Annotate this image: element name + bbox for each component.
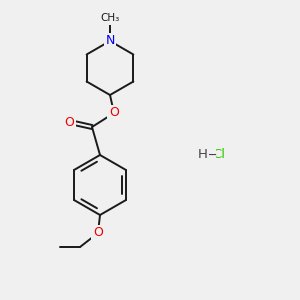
Text: Cl: Cl [212, 148, 226, 161]
Text: O: O [64, 116, 74, 130]
Text: H: H [198, 148, 208, 161]
Text: O: O [109, 106, 119, 119]
Text: O: O [93, 226, 103, 239]
Text: ─: ─ [207, 148, 215, 161]
Text: N: N [105, 34, 115, 47]
Text: CH₃: CH₃ [100, 13, 120, 23]
